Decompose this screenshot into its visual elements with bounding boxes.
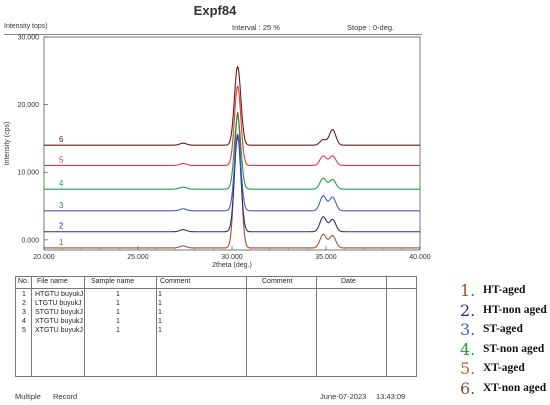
legend-number: 3. — [460, 320, 476, 339]
series-line — [44, 135, 420, 233]
series-label: 4 — [59, 179, 64, 188]
y-tick-label: 0.000 — [21, 237, 39, 244]
legend-text: XT-aged — [483, 362, 525, 374]
x-tick-label: 25.000 — [127, 254, 149, 261]
series-label: 5 — [59, 155, 64, 164]
legend-text: HT-non aged — [483, 303, 547, 316]
series-label: 2 — [59, 222, 64, 231]
table-row[interactable]: 1 HTGTU buyukJ 1 1 — [16, 291, 416, 300]
legend-text: HT-aged — [483, 284, 526, 296]
series-label: 1 — [59, 238, 64, 247]
footer-date: June-07-2023 — [320, 392, 367, 401]
legend-number: 5. — [460, 359, 476, 378]
column-header-sample-name: Sample name — [91, 278, 135, 285]
y-axis-label: Intensity (cps) — [4, 122, 11, 166]
intensity-corner-label: Intensity tops) — [4, 23, 48, 30]
row-sample-name: 1 — [116, 291, 120, 298]
legend-item: 6. XT-non aged — [460, 378, 550, 399]
table-row[interactable]: 2 LTGTU buyukJ 1 1 — [16, 300, 416, 309]
row-no: 3 — [22, 309, 26, 316]
legend-text: XT-non aged — [483, 381, 547, 394]
stope-label: Stope : 0-deg. — [347, 23, 395, 32]
column-header-date: Date — [341, 278, 356, 285]
y-tick-label: 30.000 — [18, 35, 40, 42]
row-comment: 1 — [158, 318, 162, 325]
series-label: 6 — [59, 135, 64, 144]
x-tick-label: 35.000 — [315, 254, 337, 261]
legend-text: ST-aged — [483, 323, 523, 335]
x-axis-label: 2theta (deg.) — [212, 262, 252, 269]
row-no: 2 — [22, 300, 26, 307]
series-line — [44, 65, 420, 146]
row-file-name: XTGTU buyukJ — [35, 327, 83, 334]
interval-label: Interval : 25 % — [232, 23, 280, 32]
x-tick-label: 40.000 — [409, 254, 431, 261]
row-comment: 1 — [158, 327, 162, 334]
row-sample-name: 1 — [116, 300, 120, 307]
column-header-comment: Comment — [160, 278, 191, 285]
footer-time: 13:43:09 — [376, 392, 406, 401]
column-header-no: No. — [18, 278, 29, 285]
column-divider — [156, 277, 157, 376]
row-sample-name: 1 — [116, 327, 120, 334]
series-line — [44, 111, 420, 249]
column-divider — [316, 277, 317, 376]
row-sample-name: 1 — [116, 318, 120, 325]
row-file-name: XTGTU buyukJ — [35, 318, 83, 325]
column-divider — [246, 277, 247, 376]
footer-multiple: Multiple — [15, 392, 41, 401]
legend-item: 2. HT-non aged — [460, 300, 550, 321]
series-label: 3 — [59, 201, 64, 210]
row-no: 5 — [22, 327, 26, 334]
legend-item: 3. ST-aged — [460, 320, 550, 340]
row-no: 4 — [22, 318, 26, 325]
series-line — [44, 85, 420, 167]
column-header-comment-2: Comment — [262, 278, 293, 285]
row-sample-name: 1 — [116, 309, 120, 316]
y-tick-label: 10.000 — [18, 170, 40, 177]
xrd-chart: 20.000 25.000 30.000 35.000 40.000 0.000 10.00… — [4, 35, 431, 270]
legend-text: ST-non aged — [483, 342, 545, 355]
row-file-name: STGTU buyukJ — [35, 309, 83, 316]
file-table: No. File name Sample name Comment Commen… — [15, 276, 417, 377]
legend-item: 4. ST-non aged — [460, 339, 550, 360]
footer-record: Record — [53, 392, 78, 401]
table-row[interactable]: 3 STGTU buyukJ 1 1 — [16, 309, 416, 318]
table-row[interactable]: 4 XTGTU buyukJ 1 1 — [16, 318, 416, 327]
row-comment: 1 — [158, 309, 162, 316]
table-row[interactable]: 5 XTGTU buyukJ 1 1 — [16, 327, 416, 336]
legend-number: 1. — [460, 281, 476, 300]
row-comment: 1 — [158, 291, 162, 298]
y-tick-label: 20.000 — [18, 102, 40, 109]
column-header-file-name: File name — [37, 278, 68, 285]
column-divider — [386, 277, 387, 376]
row-comment: 1 — [158, 300, 162, 307]
x-tick-label: 30.000 — [221, 254, 243, 261]
legend-item: 1. HT-aged — [460, 281, 550, 301]
chart-title: Expf84 — [193, 3, 237, 18]
column-divider — [84, 277, 85, 376]
row-no: 1 — [22, 291, 26, 298]
legend-number: 4. — [460, 339, 476, 359]
header-divider — [4, 34, 422, 35]
series-line — [44, 115, 420, 190]
row-file-name: HTGTU buyukJ — [35, 291, 84, 298]
table-header — [16, 277, 416, 289]
legend-number: 6. — [460, 378, 476, 398]
x-tick-label: 20.000 — [33, 254, 55, 261]
series-line — [44, 133, 420, 212]
row-file-name: LTGTU buyukJ — [35, 300, 82, 307]
legend-number: 2. — [460, 300, 476, 320]
column-divider — [31, 277, 32, 376]
legend-item: 5. XT-aged — [460, 359, 550, 379]
